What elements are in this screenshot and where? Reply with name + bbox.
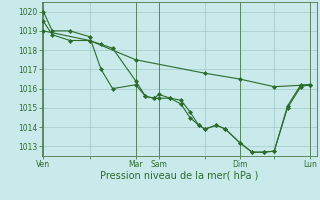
X-axis label: Pression niveau de la mer( hPa ): Pression niveau de la mer( hPa ) (100, 171, 258, 181)
